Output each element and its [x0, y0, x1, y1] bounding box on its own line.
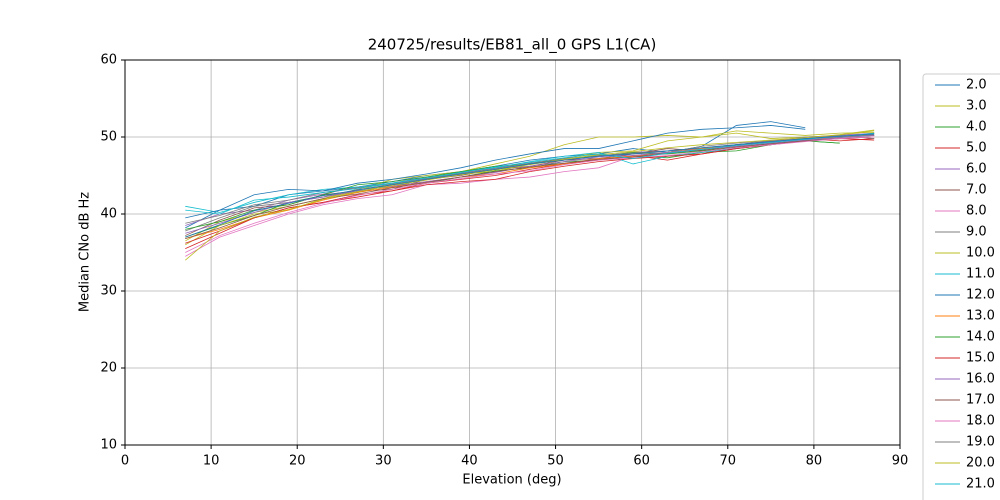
- x-tick-label: 0: [121, 454, 129, 469]
- legend-label: 7.0: [966, 183, 987, 198]
- x-tick-label: 40: [461, 454, 478, 469]
- x-tick-label: 60: [633, 454, 650, 469]
- x-tick-label: 90: [892, 454, 909, 469]
- x-tick-label: 80: [806, 454, 823, 469]
- series-line: [185, 138, 875, 250]
- series-line: [185, 133, 875, 215]
- legend-label: 17.0: [966, 393, 995, 408]
- x-tick-label: 20: [289, 454, 306, 469]
- series-line: [185, 135, 875, 234]
- legend-label: 12.0: [966, 288, 995, 303]
- legend-label: 14.0: [966, 330, 995, 345]
- plot-area: [185, 121, 875, 261]
- y-tick-label: 20: [100, 361, 117, 376]
- x-tick-label: 50: [547, 454, 564, 469]
- legend-label: 21.0: [966, 477, 995, 492]
- legend-label: 4.0: [966, 120, 987, 135]
- legend-label: 15.0: [966, 351, 995, 366]
- legend-label: 13.0: [966, 309, 995, 324]
- legend: [922, 73, 1000, 500]
- legend-label: 8.0: [966, 204, 987, 219]
- legend-label: 16.0: [966, 372, 995, 387]
- y-tick-label: 40: [100, 207, 117, 222]
- y-tick-label: 60: [100, 53, 117, 68]
- x-tick-label: 70: [720, 454, 737, 469]
- y-axis-label: Median CNo dB Hz: [78, 192, 93, 312]
- series-line: [185, 129, 875, 261]
- series-line: [185, 135, 875, 240]
- legend-entries: 2.0 3.0 4.0 5.0 6.0 7.0 8.0 9.0 10.0 11.0 12.0 13.0…: [935, 78, 995, 492]
- grid: 0 10 20 30 40 50 60 70 80 90 10 20 30 40 50 60: [100, 53, 908, 469]
- legend-label: 6.0: [966, 162, 987, 177]
- series-line: [185, 130, 875, 246]
- y-tick-label: 50: [100, 130, 117, 145]
- chart-title: 240725/results/EB81_all_0 GPS L1(CA): [368, 36, 657, 55]
- legend-label: 20.0: [966, 456, 995, 471]
- series-line: [185, 140, 840, 238]
- x-tick-label: 10: [203, 454, 220, 469]
- legend-label: 2.0: [966, 78, 987, 93]
- series-line: [185, 136, 875, 240]
- series-line: [185, 133, 875, 238]
- y-tick-label: 10: [100, 438, 117, 453]
- series-line: [185, 136, 875, 253]
- legend-label: 18.0: [966, 414, 995, 429]
- legend-label: 9.0: [966, 225, 987, 240]
- legend-label: 5.0: [966, 141, 987, 156]
- series-line: [185, 135, 875, 232]
- series-line: [185, 130, 875, 242]
- series-line: [185, 135, 875, 236]
- x-axis-label: Elevation (deg): [462, 473, 561, 488]
- y-tick-label: 30: [100, 284, 117, 299]
- legend-label: 3.0: [966, 99, 987, 114]
- series-line: [185, 125, 806, 219]
- legend-label: 11.0: [966, 267, 995, 282]
- series-line: [185, 132, 875, 226]
- axes-frame: [124, 59, 901, 446]
- x-tick-label: 30: [375, 454, 392, 469]
- legend-label: 10.0: [966, 246, 995, 261]
- legend-label: 19.0: [966, 435, 995, 450]
